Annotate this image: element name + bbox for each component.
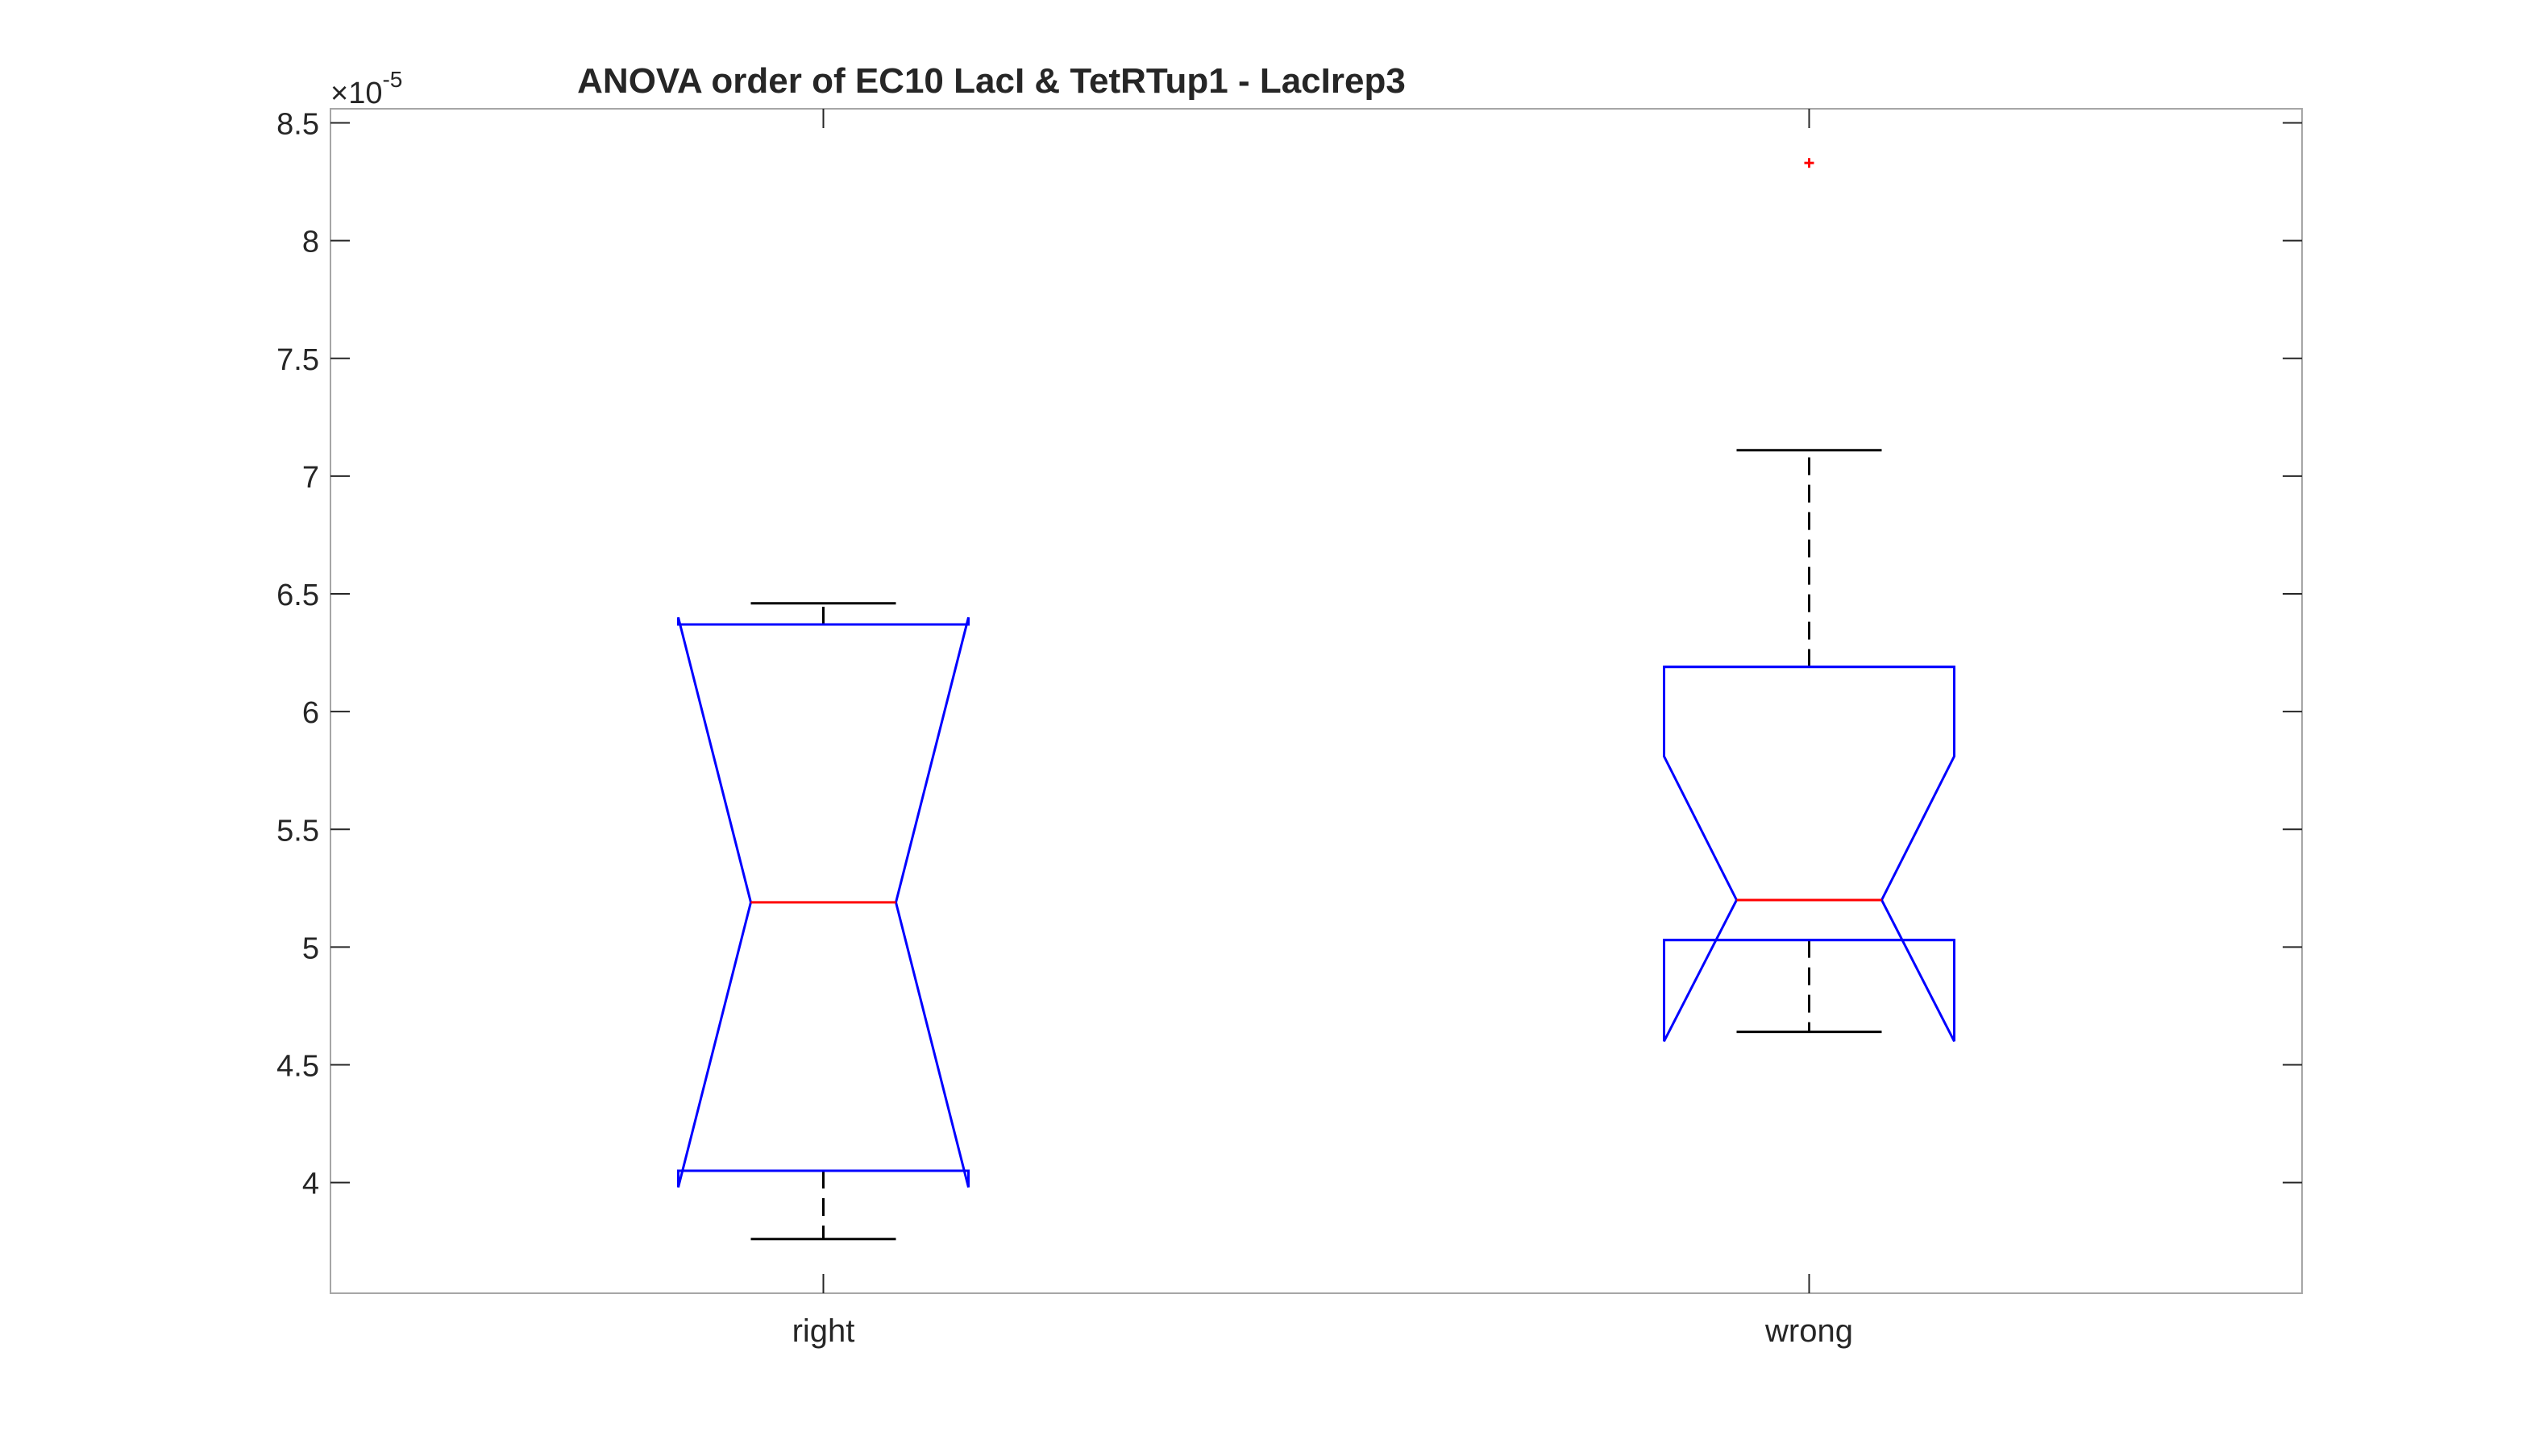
- y-tick-label: 8.5: [276, 108, 319, 142]
- y-tick-label: 4.5: [276, 1050, 319, 1084]
- y-axis-exponent-base: ×10: [330, 77, 382, 110]
- x-tick-label: right: [792, 1313, 855, 1349]
- y-tick-label: 6: [302, 696, 319, 730]
- box-series: [677, 158, 1955, 1241]
- chart-title: ANOVA order of EC10 LacI & TetRTup1 - La…: [577, 61, 1406, 101]
- box-wrong: [1663, 158, 1955, 1042]
- y-tick-label: 8: [302, 226, 319, 259]
- box-right: [677, 602, 970, 1241]
- x-axis: right wrong: [792, 109, 1853, 1349]
- y-axis-exponent: ×10-5: [330, 67, 402, 110]
- x-tick-label: wrong: [1764, 1313, 1853, 1349]
- svg-text:×10-5: ×10-5: [330, 67, 402, 110]
- outlier-marker: [1804, 158, 1814, 168]
- y-axis-exponent-power: -5: [382, 67, 402, 92]
- y-tick-label: 7: [302, 461, 319, 495]
- y-tick-label: 5.5: [276, 814, 319, 848]
- y-tick-label: 7.5: [276, 343, 319, 377]
- plot-frame: [330, 108, 2303, 1294]
- y-tick-label: 4: [302, 1168, 319, 1201]
- y-tick-label: 5: [302, 931, 319, 965]
- y-tick-label: 6.5: [276, 579, 319, 612]
- y-axis: 4 4.5 5 5.5 6 6.5 7 7.5 8 8.5: [276, 108, 2302, 1201]
